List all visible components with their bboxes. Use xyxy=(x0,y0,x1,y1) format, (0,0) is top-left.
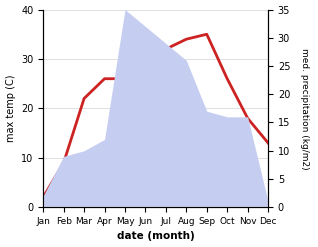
Y-axis label: med. precipitation (kg/m2): med. precipitation (kg/m2) xyxy=(300,48,308,169)
Y-axis label: max temp (C): max temp (C) xyxy=(5,75,16,142)
X-axis label: date (month): date (month) xyxy=(117,231,195,242)
